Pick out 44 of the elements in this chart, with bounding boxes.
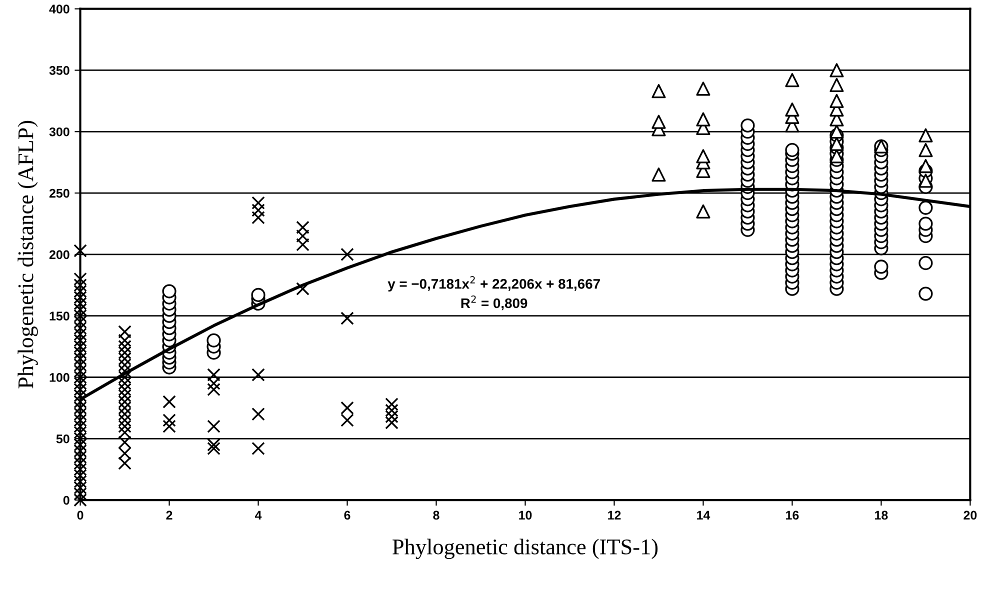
y-tick-label: 200 <box>49 250 70 260</box>
x-tick-label: 8 <box>433 510 440 520</box>
point <box>874 139 888 154</box>
y-tick-label: 250 <box>49 188 70 198</box>
y-tick-label: 100 <box>50 373 70 382</box>
point <box>918 158 933 174</box>
x-tick-label: 0 <box>77 510 84 520</box>
x-tick-label: 14 <box>697 510 710 520</box>
x-axis-title: Phylogenetic distance (ITS-1) <box>392 538 658 560</box>
x-tick-label: 2 <box>166 510 172 520</box>
point <box>696 149 710 164</box>
point <box>785 73 800 88</box>
x-tick-label: 16 <box>786 510 799 520</box>
point <box>918 174 933 188</box>
y-tick-label: 0 <box>63 496 70 505</box>
x-tick-label: 12 <box>608 510 621 520</box>
x-tick-label: 18 <box>875 510 888 520</box>
point <box>830 78 844 92</box>
x-tick-label: 4 <box>254 510 262 520</box>
point <box>652 84 666 98</box>
y-axis-title: Phylogenetic distance (AFLP) <box>18 120 38 388</box>
point <box>696 204 710 219</box>
x-tick-label: 10 <box>519 510 532 520</box>
point <box>696 112 710 126</box>
point <box>830 149 844 164</box>
point <box>918 128 933 142</box>
point <box>830 136 844 151</box>
point <box>652 114 666 129</box>
annotation: y = −0,7181x$^{2}$ + 22,206x + 81,667 <box>388 276 600 292</box>
point <box>696 82 710 96</box>
annotation: R$^{2}$ = 0,809 <box>461 295 528 310</box>
point <box>830 94 844 108</box>
y-tick-label: 400 <box>49 4 70 14</box>
point <box>918 143 933 158</box>
point <box>830 124 844 139</box>
y-tick-label: 350 <box>49 66 70 75</box>
y-tick-label: 50 <box>56 434 70 444</box>
point <box>652 168 666 182</box>
point <box>830 63 844 78</box>
x-tick-label: 6 <box>344 510 350 520</box>
x-tick-label: 20 <box>964 510 977 520</box>
point <box>785 102 800 117</box>
y-tick-label: 150 <box>50 312 70 321</box>
y-tick-label: 300 <box>49 127 70 136</box>
